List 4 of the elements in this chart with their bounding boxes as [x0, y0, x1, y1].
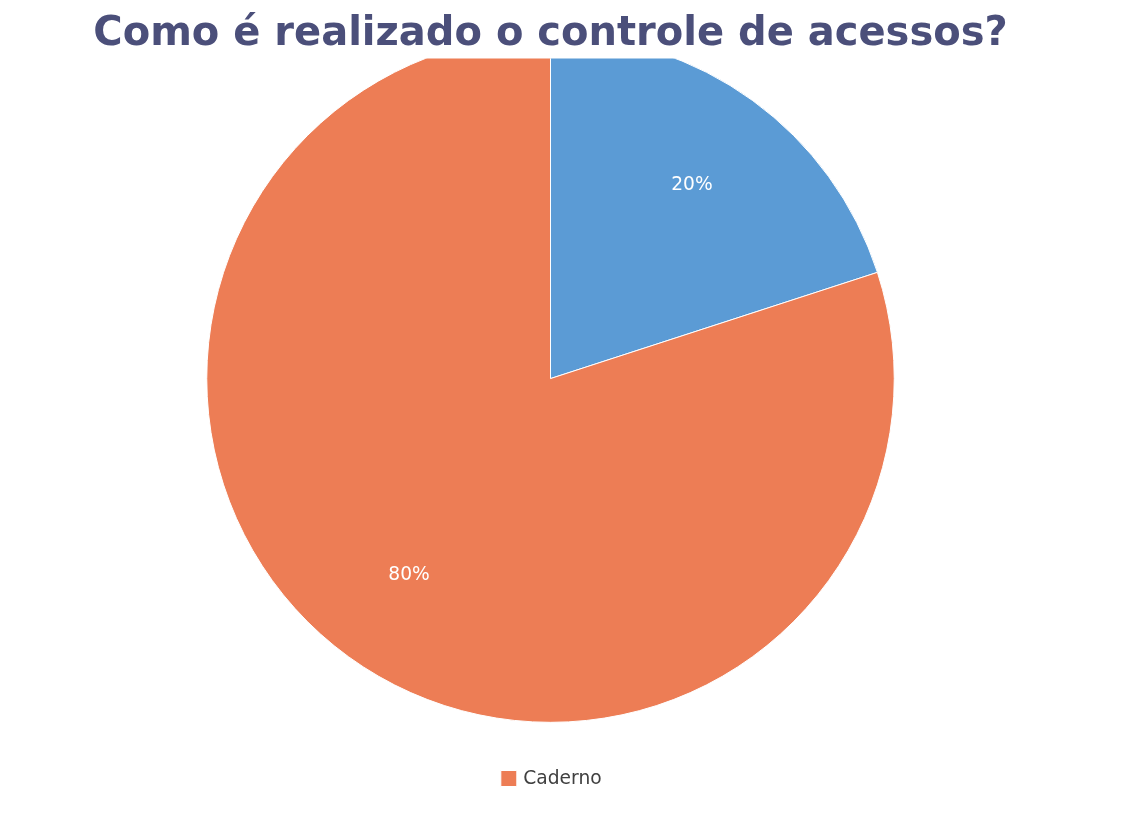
data-label: 80%	[388, 563, 430, 585]
legend-label: Caderno	[523, 767, 602, 788]
chart-title: Como é realizado o controle de acessos?	[93, 7, 1008, 54]
data-label: 20%	[671, 173, 713, 195]
